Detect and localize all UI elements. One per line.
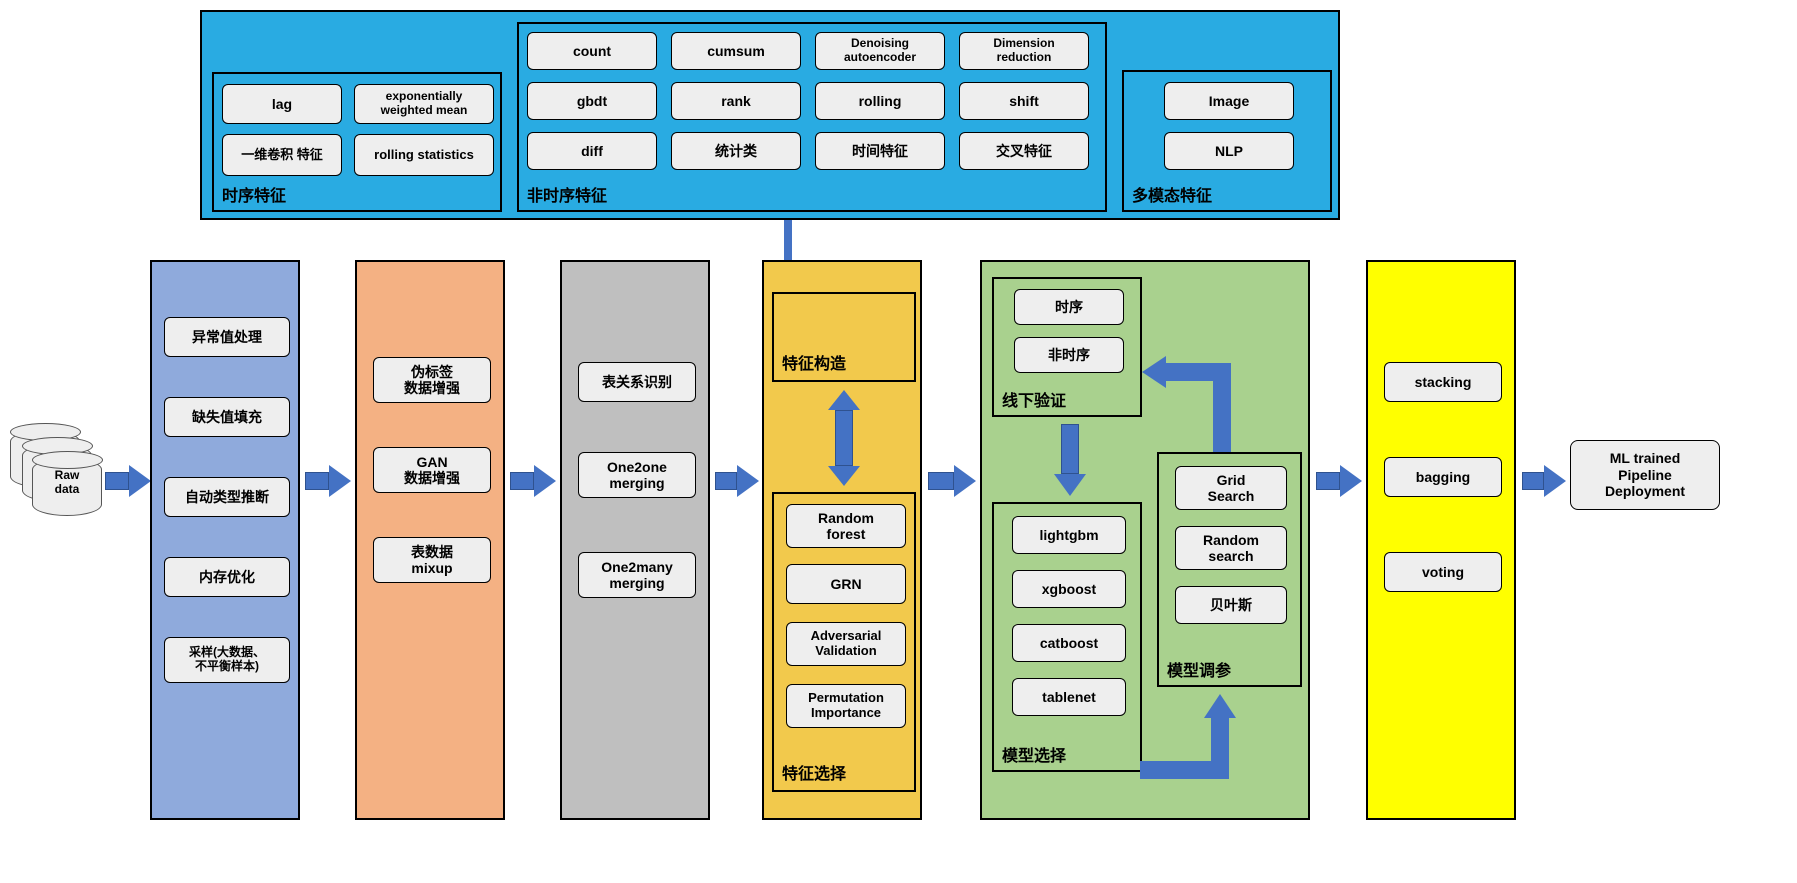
- nts-item: rolling: [815, 82, 945, 120]
- ts-item: exponentially weighted mean: [354, 84, 494, 124]
- group-title: 模型选择: [1002, 742, 1066, 766]
- model-item: tablenet: [1012, 678, 1126, 716]
- group-timeseries: lag exponentially weighted mean 一维卷积 特征 …: [212, 72, 502, 212]
- group-title: 特征选择: [782, 760, 846, 784]
- tune-item: Random search: [1175, 526, 1287, 570]
- nts-item: shift: [959, 82, 1089, 120]
- ts-item: rolling statistics: [354, 134, 494, 176]
- group-title: 模型调参: [1167, 657, 1231, 681]
- s1-item: 异常值处理: [164, 317, 290, 357]
- val-item: 时序: [1014, 289, 1124, 325]
- ts-item: 一维卷积 特征: [222, 134, 342, 176]
- raw-data-label: Raw data: [36, 468, 98, 496]
- s6-item: bagging: [1384, 457, 1502, 497]
- group-title: 时序特征: [222, 182, 286, 206]
- ts-item: lag: [222, 84, 342, 124]
- s6-item: voting: [1384, 552, 1502, 592]
- output-deployment: ML trained Pipeline Deployment: [1570, 440, 1720, 510]
- feature-construct-box: 特征构造: [772, 292, 916, 382]
- fs-item: Adversarial Validation: [786, 622, 906, 666]
- validate-box: 时序 非时序 线下验证: [992, 277, 1142, 417]
- nts-item: gbdt: [527, 82, 657, 120]
- fs-item: Random forest: [786, 504, 906, 548]
- nts-item: cumsum: [671, 32, 801, 70]
- group-title: 特征构造: [782, 350, 846, 374]
- stage-augment: 伪标签 数据增强 GAN 数据增强 表数据 mixup: [355, 260, 505, 820]
- flow-arrow-icon: [1316, 465, 1362, 497]
- s2-item: GAN 数据增强: [373, 447, 491, 493]
- s1-item: 缺失值填充: [164, 397, 290, 437]
- flow-arrow-icon: [510, 465, 556, 497]
- top-panel: lag exponentially weighted mean 一维卷积 特征 …: [200, 10, 1340, 220]
- stage-ensemble: stacking bagging voting: [1366, 260, 1516, 820]
- model-item: lightgbm: [1012, 516, 1126, 554]
- tune-box: Grid Search Random search 贝叶斯 模型调参: [1157, 452, 1302, 687]
- s3-item: 表关系识别: [578, 362, 696, 402]
- s2-item: 表数据 mixup: [373, 537, 491, 583]
- stage-merge: 表关系识别 One2one merging One2many merging: [560, 260, 710, 820]
- s3-item: One2many merging: [578, 552, 696, 598]
- flow-arrow-icon: [305, 465, 351, 497]
- s6-item: stacking: [1384, 362, 1502, 402]
- stage-preprocess: 异常值处理 缺失值填充 自动类型推断 内存优化 采样(大数据、 不平衡样本): [150, 260, 300, 820]
- stage-feature: 特征构造 Random forest GRN Adversarial Valid…: [762, 260, 922, 820]
- group-multimodal: Image NLP 多模态特征: [1122, 70, 1332, 212]
- stage-model: 时序 非时序 线下验证 lightgbm xgboost catboost ta…: [980, 260, 1310, 820]
- nts-item: 时间特征: [815, 132, 945, 170]
- nts-item: rank: [671, 82, 801, 120]
- group-title: 线下验证: [1002, 387, 1066, 411]
- raw-data-db-icon: Raw data: [10, 430, 100, 520]
- fs-item: GRN: [786, 564, 906, 604]
- nts-item: 交叉特征: [959, 132, 1089, 170]
- val-item: 非时序: [1014, 337, 1124, 373]
- tune-item: Grid Search: [1175, 466, 1287, 510]
- nts-item: diff: [527, 132, 657, 170]
- nts-item: Denoising autoencoder: [815, 32, 945, 70]
- s1-item: 内存优化: [164, 557, 290, 597]
- flow-arrow-icon: [715, 465, 759, 497]
- model-select-box: lightgbm xgboost catboost tablenet 模型选择: [992, 502, 1142, 772]
- nts-item: Dimension reduction: [959, 32, 1089, 70]
- model-item: xgboost: [1012, 570, 1126, 608]
- mm-item: Image: [1164, 82, 1294, 120]
- model-item: catboost: [1012, 624, 1126, 662]
- group-nontimeseries: count cumsum Denoising autoencoder Dimen…: [517, 22, 1107, 212]
- elbow-arrow-icon: [1140, 690, 1250, 790]
- s3-item: One2one merging: [578, 452, 696, 498]
- elbow-arrow-icon: [1142, 342, 1242, 452]
- s2-item: 伪标签 数据增强: [373, 357, 491, 403]
- s1-item: 自动类型推断: [164, 477, 290, 517]
- fs-item: Permutation Importance: [786, 684, 906, 728]
- diagram-canvas: lag exponentially weighted mean 一维卷积 特征 …: [10, 10, 1787, 873]
- nts-item: 统计类: [671, 132, 801, 170]
- mm-item: NLP: [1164, 132, 1294, 170]
- group-title: 非时序特征: [527, 182, 607, 206]
- flow-arrow-icon: [105, 465, 151, 497]
- group-title: 多模态特征: [1132, 182, 1212, 206]
- flow-arrow-down-icon: [1054, 424, 1086, 496]
- flow-arrow-icon: [1522, 465, 1566, 497]
- flow-arrow-icon: [928, 465, 976, 497]
- feature-select-box: Random forest GRN Adversarial Validation…: [772, 492, 916, 792]
- nts-item: count: [527, 32, 657, 70]
- double-arrow-icon: [828, 390, 860, 486]
- tune-item: 贝叶斯: [1175, 586, 1287, 624]
- s1-item: 采样(大数据、 不平衡样本): [164, 637, 290, 683]
